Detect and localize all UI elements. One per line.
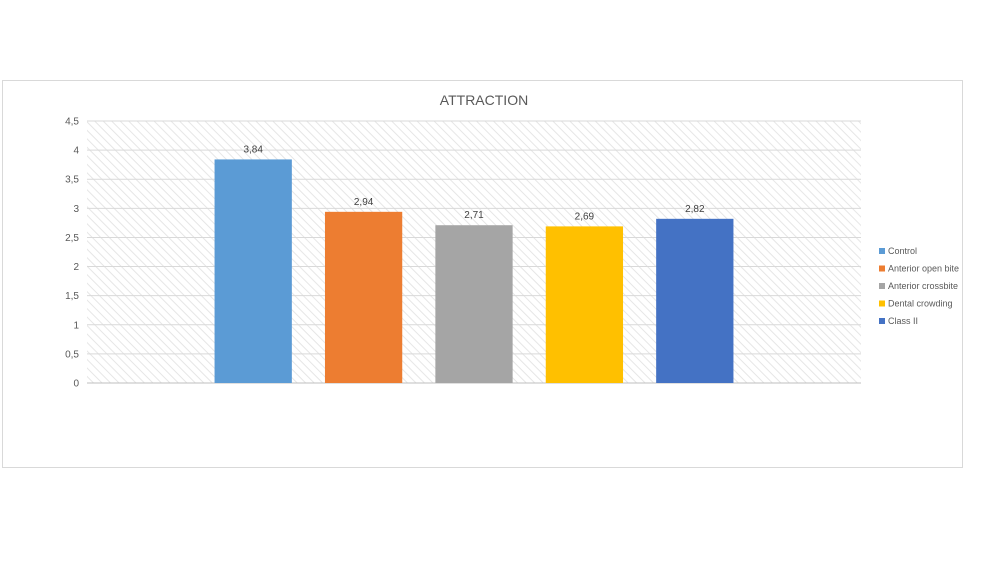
legend-label: Class II bbox=[888, 316, 918, 326]
legend: Control Anterior open bite Anterior crossb… bbox=[879, 246, 959, 326]
bar bbox=[324, 211, 403, 383]
data-labels: 3,84 2,94 2,71 2,69 2,82 bbox=[243, 144, 705, 222]
bar-chart: ATTRACTION 0 0,5 1 1,5 2 2,5 3 3,5 4 4,5 3,84 2,94… bbox=[65, 92, 959, 390]
legend-swatch bbox=[879, 283, 885, 289]
y-tick-label: 4 bbox=[73, 146, 79, 157]
y-tick-label: 3 bbox=[73, 204, 79, 215]
legend-label: Dental crowding bbox=[888, 299, 953, 309]
bars bbox=[214, 159, 734, 383]
y-tick-label: 2,5 bbox=[65, 233, 79, 244]
legend-label: Control bbox=[888, 246, 917, 256]
chart-area: ATTRACTION 0 0,5 1 1,5 2 2,5 3 3,5 4 4,5 3,84 2,94… bbox=[2, 80, 963, 468]
y-tick-label: 1 bbox=[73, 320, 79, 331]
y-tick-label: 3,5 bbox=[65, 175, 79, 186]
legend-label: Anterior open bite bbox=[888, 264, 959, 274]
bar bbox=[214, 159, 292, 383]
data-label: 2,69 bbox=[575, 211, 595, 222]
legend-swatch bbox=[879, 248, 885, 254]
y-tick-label: 0 bbox=[73, 379, 79, 390]
data-label: 2,94 bbox=[354, 197, 374, 208]
y-axis-tick-labels: 0 0,5 1 1,5 2 2,5 3 3,5 4 4,5 bbox=[65, 117, 79, 390]
legend-label: Anterior crossbite bbox=[888, 281, 958, 291]
bar bbox=[435, 225, 513, 383]
bar bbox=[656, 218, 734, 383]
legend-swatch bbox=[879, 265, 885, 272]
chart-title: ATTRACTION bbox=[440, 92, 528, 108]
legend-swatch bbox=[879, 300, 885, 307]
y-tick-label: 1,5 bbox=[65, 291, 79, 302]
bar bbox=[545, 226, 624, 383]
y-tick-label: 4,5 bbox=[65, 117, 79, 128]
data-label: 2,71 bbox=[464, 210, 484, 221]
y-tick-label: 0,5 bbox=[65, 349, 79, 360]
legend-swatch bbox=[879, 318, 885, 324]
y-tick-label: 2 bbox=[73, 262, 79, 273]
data-label: 2,82 bbox=[685, 204, 705, 215]
data-label: 3,84 bbox=[243, 144, 263, 155]
